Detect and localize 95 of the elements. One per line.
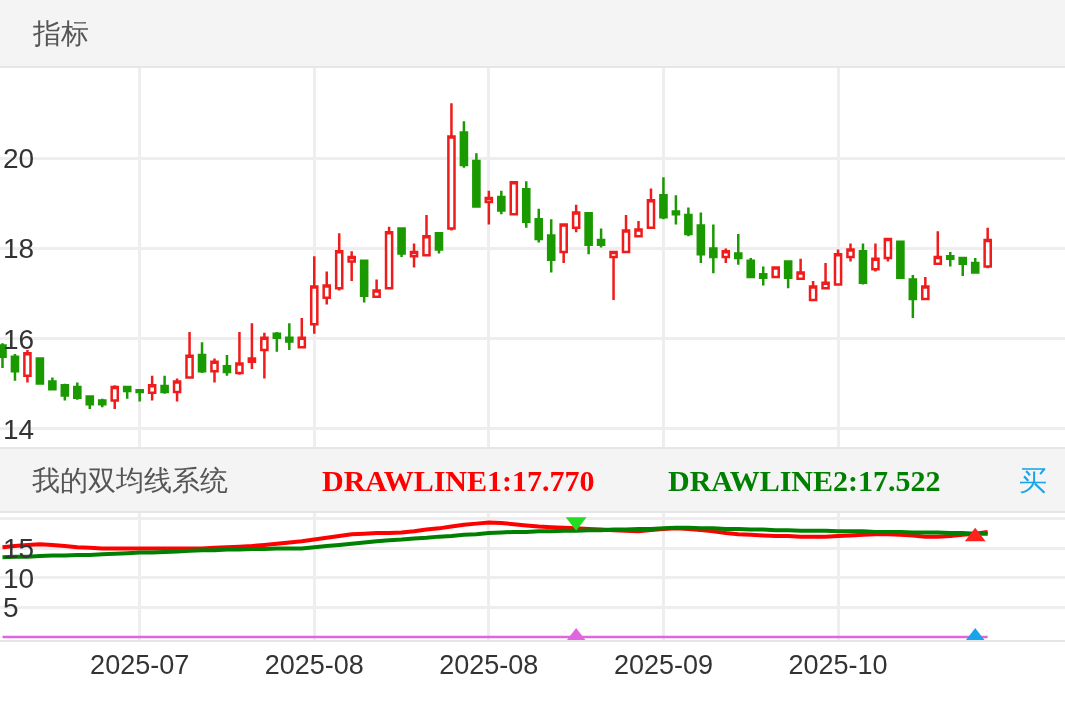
candlestick bbox=[35, 356, 45, 386]
candlestick bbox=[384, 225, 394, 290]
candlestick bbox=[235, 330, 244, 377]
candlestick bbox=[422, 213, 431, 257]
chart-title: 我的双均线系统 bbox=[32, 465, 228, 496]
x-tick-label: 2025-07 bbox=[90, 650, 190, 681]
candlestick bbox=[85, 394, 95, 411]
candlestick bbox=[783, 260, 793, 290]
candlestick bbox=[945, 250, 955, 268]
candlestick bbox=[796, 257, 805, 280]
candlestick bbox=[10, 352, 20, 382]
candlestick bbox=[546, 217, 556, 274]
candlestick bbox=[983, 226, 992, 270]
candlestick bbox=[23, 348, 32, 384]
candlestick bbox=[110, 383, 120, 411]
series-label: DRAWLINE1:17.770 bbox=[322, 464, 595, 497]
candlestick bbox=[172, 377, 182, 403]
candlestick bbox=[60, 382, 70, 402]
candlestick bbox=[260, 331, 269, 380]
candlestick bbox=[534, 207, 544, 244]
candlestick bbox=[921, 275, 930, 301]
candlestick bbox=[135, 388, 144, 403]
candlestick bbox=[571, 203, 581, 234]
y-tick-label: 18 bbox=[3, 233, 35, 265]
candlestick bbox=[247, 322, 257, 371]
candlestick bbox=[509, 180, 519, 217]
candlestick bbox=[584, 212, 593, 256]
y-tick-label: 20 bbox=[3, 143, 35, 175]
candlestick bbox=[621, 213, 631, 254]
candlestick bbox=[721, 247, 731, 265]
candlestick bbox=[160, 374, 169, 396]
candlestick bbox=[833, 248, 843, 287]
candlestick bbox=[272, 330, 282, 354]
candlestick bbox=[883, 236, 893, 263]
candlestick bbox=[659, 175, 668, 221]
candlestick bbox=[197, 341, 207, 375]
candlestick bbox=[808, 279, 818, 303]
candlestick bbox=[958, 256, 968, 278]
candlestick bbox=[334, 231, 344, 292]
candlestick bbox=[447, 101, 456, 232]
series-label: DRAWLINE2:17.522 bbox=[668, 464, 941, 497]
y-tick-label: 5 bbox=[3, 592, 19, 624]
candlestick bbox=[497, 189, 506, 216]
candlestick bbox=[297, 316, 307, 349]
y-tick-label: 16 bbox=[3, 323, 35, 355]
candlestick bbox=[733, 232, 743, 266]
candlestick bbox=[459, 119, 469, 169]
candlestick bbox=[634, 219, 643, 239]
candlestick bbox=[821, 261, 830, 290]
candlestick bbox=[122, 384, 132, 400]
x-tick-label: 2025-10 bbox=[788, 650, 888, 681]
candlestick bbox=[696, 211, 706, 265]
candlestick bbox=[322, 270, 332, 306]
candlestick bbox=[409, 242, 419, 269]
candlestick bbox=[684, 206, 693, 238]
candlestick bbox=[758, 265, 768, 287]
candlestick bbox=[97, 397, 107, 409]
candlestick bbox=[609, 250, 618, 302]
candlestick bbox=[671, 193, 681, 226]
candlestick bbox=[472, 152, 481, 208]
candlestick bbox=[48, 376, 57, 392]
candlestick bbox=[709, 223, 718, 275]
x-tick-label: 2025-08 bbox=[264, 650, 364, 681]
candlestick bbox=[858, 242, 868, 286]
candlestick bbox=[309, 254, 319, 335]
candlestick bbox=[596, 227, 606, 249]
candlestick bbox=[521, 180, 531, 229]
candlestick bbox=[359, 259, 369, 304]
candlestick bbox=[372, 278, 381, 298]
candlestick bbox=[871, 242, 880, 273]
candlestick bbox=[222, 353, 232, 377]
candlestick bbox=[185, 330, 194, 380]
candlestick bbox=[771, 265, 780, 280]
candlestick bbox=[933, 230, 943, 266]
x-tick-label: 2025-09 bbox=[613, 650, 713, 681]
chart-title: 指标 bbox=[32, 18, 89, 49]
candlestick bbox=[397, 226, 406, 259]
candlestick bbox=[347, 249, 356, 283]
candlestick bbox=[559, 222, 568, 265]
candlestick bbox=[73, 381, 82, 401]
y-tick-label: 14 bbox=[3, 413, 35, 445]
candlestick bbox=[434, 231, 444, 255]
x-tick-label: 2025-08 bbox=[439, 650, 539, 681]
y-tick-label: 10 bbox=[3, 562, 35, 594]
candlestick bbox=[484, 189, 494, 226]
candlestick bbox=[746, 256, 756, 279]
candlestick bbox=[908, 273, 918, 320]
candlestick bbox=[646, 187, 656, 229]
text: 买 bbox=[1019, 465, 1047, 496]
candlestick bbox=[147, 374, 157, 402]
candlestick bbox=[896, 240, 905, 280]
candlestick bbox=[970, 256, 980, 274]
candlestick bbox=[285, 322, 294, 352]
candlestick bbox=[846, 242, 855, 263]
candlestick bbox=[210, 357, 219, 384]
